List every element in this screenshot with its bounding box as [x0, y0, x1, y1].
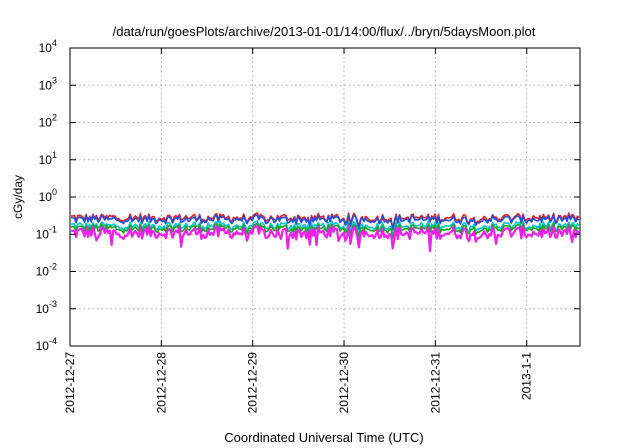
- x-tick-label: 2012-12-30: [337, 352, 351, 414]
- x-axis: 2012-12-27 2012-12-28 2012-12-29 2012-12-30…: [63, 48, 534, 413]
- series-line-4: [70, 222, 580, 240]
- y-tick-exponent: -2: [49, 262, 57, 272]
- y-tick-label: 10-2: [36, 262, 57, 279]
- series-line-3: [70, 220, 580, 237]
- y-tick-base: 10: [36, 265, 50, 279]
- series-line-2: [70, 214, 580, 231]
- y-tick-base: 10: [39, 190, 53, 204]
- x-tick-label: 2013-1-1: [520, 352, 534, 400]
- y-tick-exponent: 1: [52, 150, 57, 160]
- y-tick-label: 104: [39, 38, 57, 55]
- y-tick-label: 103: [39, 75, 57, 92]
- y-tick-base: 10: [36, 227, 50, 241]
- x-tick-label: 2012-12-31: [428, 352, 442, 414]
- x-tick-label: 2012-12-29: [246, 352, 260, 414]
- y-tick-exponent: 2: [52, 113, 57, 123]
- series-line-5: [70, 225, 580, 253]
- y-tick-exponent: 0: [52, 187, 57, 197]
- y-tick-base: 10: [39, 41, 53, 55]
- y-tick-exponent: -1: [49, 224, 57, 234]
- y-tick-base: 10: [36, 302, 50, 316]
- x-tick-label: 2012-12-28: [154, 352, 168, 414]
- y-tick-label: 101: [39, 150, 57, 167]
- y-tick-base: 10: [36, 339, 50, 353]
- y-tick-base: 10: [39, 116, 53, 130]
- grid: [70, 48, 580, 346]
- y-tick-label: 10-4: [36, 336, 57, 353]
- y-axis-label: cGy/day: [11, 175, 25, 219]
- chart-title: /data/run/goesPlots/archive/2013-01-01/1…: [113, 24, 536, 39]
- y-tick-base: 10: [39, 78, 53, 92]
- x-axis-label: Coordinated Universal Time (UTC): [224, 430, 423, 445]
- y-tick-exponent: 3: [52, 75, 57, 85]
- y-tick-label: 10-1: [36, 224, 57, 241]
- y-tick-label: 102: [39, 113, 57, 130]
- y-tick-base: 10: [39, 153, 53, 167]
- y-tick-label: 100: [39, 187, 57, 204]
- series-group: [70, 212, 580, 253]
- y-tick-label: 10-3: [36, 299, 57, 316]
- x-tick-label: 2012-12-27: [63, 352, 77, 414]
- y-tick-exponent: -3: [49, 299, 57, 309]
- y-tick-exponent: -4: [49, 336, 57, 346]
- y-tick-exponent: 4: [52, 38, 57, 48]
